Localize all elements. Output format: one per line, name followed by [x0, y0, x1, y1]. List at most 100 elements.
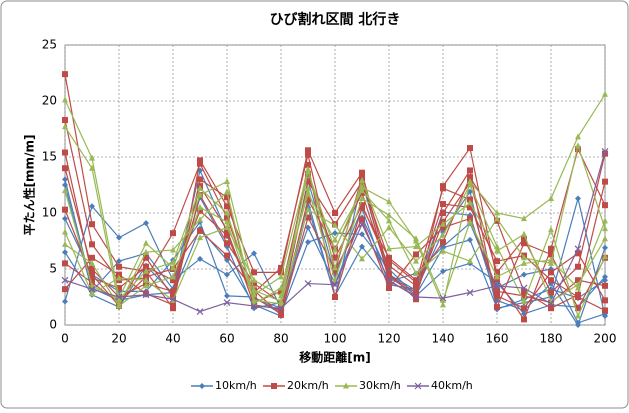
marker: [413, 292, 419, 299]
marker: [413, 243, 419, 250]
marker: [305, 178, 311, 185]
marker: [548, 259, 554, 266]
marker: [575, 195, 581, 202]
marker: [278, 273, 284, 280]
marker: [224, 232, 230, 239]
x-tick-label: 140: [432, 332, 455, 346]
marker: [359, 216, 365, 223]
marker: [575, 263, 581, 270]
marker: [386, 198, 392, 205]
marker: [467, 257, 473, 264]
x-tick-label: 120: [378, 332, 401, 346]
marker: [143, 276, 149, 283]
marker: [305, 151, 311, 158]
marker: [224, 252, 230, 259]
marker: [467, 236, 473, 243]
marker: [224, 292, 230, 299]
marker: [386, 278, 392, 285]
marker: [575, 250, 581, 257]
marker: [278, 300, 284, 307]
marker: [412, 293, 420, 301]
marker: [62, 123, 68, 130]
marker: [386, 245, 392, 252]
marker: [548, 251, 554, 258]
marker: [602, 307, 608, 314]
marker: [521, 292, 527, 299]
marker: [197, 234, 203, 241]
marker: [170, 301, 176, 308]
marker: [332, 264, 338, 271]
marker: [305, 214, 311, 221]
marker: [521, 240, 527, 247]
marker: [575, 294, 581, 300]
marker: [602, 273, 608, 280]
marker: [332, 254, 338, 261]
marker: [466, 289, 474, 296]
marker: [575, 142, 581, 149]
marker: [521, 215, 527, 222]
marker: [89, 241, 95, 248]
marker: [521, 297, 527, 304]
marker: [494, 209, 500, 216]
marker: [196, 308, 204, 315]
marker: [116, 285, 122, 292]
marker: [305, 206, 311, 213]
marker: [305, 184, 311, 191]
y-tick-label: 5: [49, 262, 57, 276]
marker: [548, 277, 554, 284]
marker: [305, 165, 311, 172]
marker: [602, 202, 608, 209]
marker: [62, 206, 68, 213]
marker: [197, 157, 203, 164]
marker: [89, 203, 95, 210]
marker: [494, 215, 500, 222]
marker: [521, 259, 527, 266]
marker: [386, 211, 392, 218]
marker: [278, 292, 284, 299]
marker: [575, 284, 581, 291]
marker: [440, 220, 446, 227]
marker: [494, 304, 500, 311]
marker: [89, 259, 95, 266]
marker: [493, 282, 501, 290]
marker: [62, 187, 68, 194]
x-tick-label: 60: [219, 332, 234, 346]
marker: [197, 176, 203, 183]
marker: [170, 277, 176, 284]
marker: [223, 299, 231, 307]
marker: [62, 165, 68, 172]
marker: [170, 264, 176, 271]
marker: [142, 291, 150, 299]
marker: [440, 224, 446, 231]
marker: [143, 248, 149, 255]
marker: [494, 288, 500, 295]
marker: [521, 316, 527, 323]
marker: [89, 254, 95, 261]
legend-label: 10km/h: [215, 379, 257, 392]
marker: [602, 235, 608, 242]
marker: [143, 267, 149, 274]
marker: [467, 218, 473, 225]
marker: [575, 146, 581, 153]
marker: [575, 277, 581, 284]
marker: [440, 231, 446, 238]
marker: [116, 274, 122, 281]
marker: [170, 246, 176, 253]
marker: [494, 273, 500, 280]
marker: [548, 289, 554, 296]
marker: [224, 178, 230, 185]
x-tick-label: 160: [486, 332, 509, 346]
marker: [62, 228, 68, 235]
marker: [89, 154, 95, 161]
marker: [386, 262, 392, 269]
marker: [413, 282, 419, 289]
marker: [224, 214, 230, 221]
marker: [467, 199, 473, 206]
marker: [304, 280, 312, 287]
y-axis-label: 平たん性[mm/m]: [22, 135, 37, 236]
marker: [197, 207, 203, 214]
marker: [305, 161, 311, 168]
marker: [358, 220, 366, 228]
marker: [602, 282, 608, 289]
marker: [62, 260, 68, 267]
